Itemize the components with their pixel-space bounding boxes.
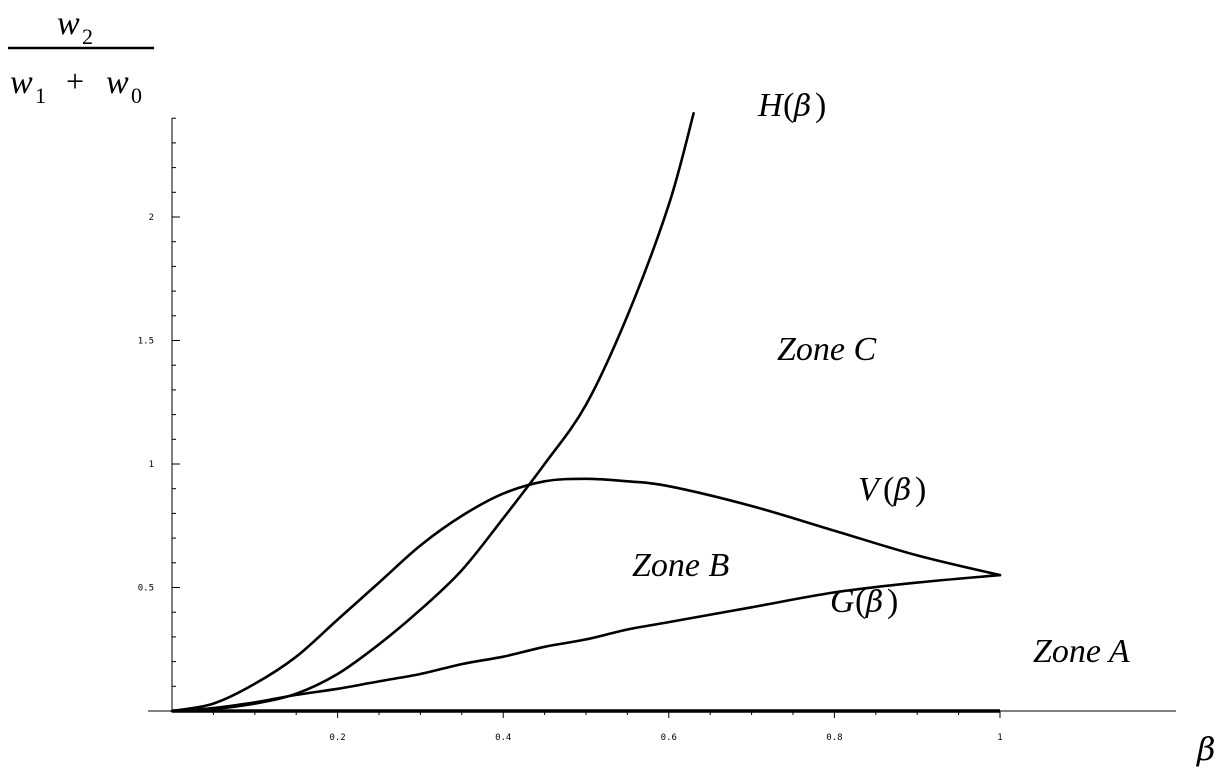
curve-V — [170, 477, 1002, 713]
curve-label-H-arg: β — [793, 89, 811, 124]
curve-label-G-close: ) — [887, 583, 898, 620]
curve-label-V-fn: V — [858, 471, 883, 508]
y-label-den-sub-1: 1 — [35, 83, 46, 108]
y-tick-label: 2 — [149, 213, 154, 223]
x-tick-label: 0.2 — [329, 733, 345, 743]
y-label-num-sub: 2 — [82, 24, 93, 49]
curve-label-G-arg: β — [865, 585, 883, 620]
curve-label-G-fn: G — [830, 583, 855, 620]
region-label-zone-a: Zone A — [1033, 633, 1130, 670]
curve-label-H-open: ( — [783, 87, 794, 124]
y-label-den-var-1: w — [10, 64, 33, 101]
axis-ticks — [172, 117, 1001, 718]
x-axis-label: β — [1196, 730, 1216, 768]
x-tick-label: 0.4 — [495, 733, 511, 743]
curve-label-V-close: ) — [915, 471, 926, 508]
region-label-zone-c: Zone C — [777, 331, 877, 368]
region-label-zone-b: Zone B — [632, 547, 730, 584]
curve-label-H-close: ) — [815, 87, 826, 124]
curve-label-G-open: ( — [855, 583, 866, 620]
curve-G — [170, 573, 1002, 713]
y-label-den-op: + — [66, 63, 84, 99]
axis-tick-labels: 0.2 0.4 0.6 0.8 1 0.5 1 1.5 2 — [138, 213, 1003, 743]
curve-label-V-open: ( — [883, 471, 894, 508]
x-tick-label: 1 — [997, 733, 1002, 743]
y-tick-label: 1.5 — [138, 337, 154, 347]
curve-H — [170, 112, 695, 713]
curve-label-H-fn: H — [757, 87, 785, 124]
x-tick-label: 0.6 — [661, 733, 677, 743]
curve-label-V-arg: β — [893, 473, 911, 508]
y-label-den-var-2: w — [106, 64, 129, 101]
y-label-num-var: w — [57, 5, 80, 42]
y-tick-label: 1 — [149, 460, 154, 470]
x-tick-label: 0.8 — [826, 733, 842, 743]
y-tick-label: 0.5 — [138, 584, 154, 594]
curve-label-G: G ( β ) — [830, 583, 898, 620]
curve-label-V: V ( β ) — [858, 471, 926, 508]
curve-label-H: H ( β ) — [757, 87, 826, 124]
y-label-den-sub-2: 0 — [131, 83, 142, 108]
y-axis-label: w 2 w 1 + w 0 — [8, 5, 154, 108]
curves — [170, 112, 1002, 713]
